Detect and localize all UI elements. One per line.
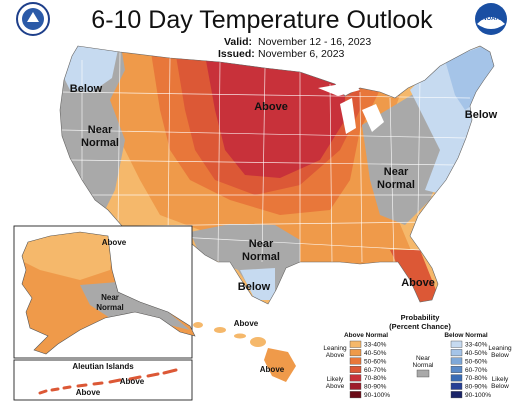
legend-above-level-3: 60-70%: [364, 367, 387, 374]
legend-above-swatch-1: [349, 349, 362, 357]
noaa-logo-text: NOAA: [482, 16, 500, 22]
near-normal-east: [362, 90, 445, 225]
maui: [250, 337, 266, 347]
label-alaska-near-normal-1: Near: [101, 293, 119, 302]
legend-below-swatch-5: [450, 382, 463, 390]
label-aleutian-above-2: Above: [76, 388, 101, 397]
legend-below-level-0: 33-40%: [465, 342, 488, 349]
state-borders: [60, 51, 471, 263]
legend-above-swatch-2: [349, 357, 362, 365]
legend-above-rows: 33-40%40-50%50-60% 60-70%70-80% 80-90%90-1…: [349, 340, 390, 399]
legend-above-swatch-4: [349, 374, 362, 382]
legend-likely-below-2: Below: [491, 383, 509, 390]
aleutian-islands: [38, 368, 178, 395]
big-island: [264, 348, 296, 382]
legend-near-normal-swatch: [416, 369, 430, 378]
label-near-normal-west-2: Normal: [81, 137, 119, 149]
label-hawaii-above-2: Above: [260, 365, 285, 374]
legend-above-swatch-3: [349, 366, 362, 373]
oahu: [214, 327, 226, 333]
legend-below-swatch-6: [450, 391, 463, 399]
legend: Probability (Percent Chance) Above Norma…: [323, 313, 512, 399]
label-above-main: Above: [254, 101, 288, 113]
legend-title-2: (Percent Chance): [389, 322, 451, 331]
legend-leaning-above-1: Leaning: [323, 345, 347, 352]
below-south-texas: [240, 268, 275, 300]
label-alaska-above: Above: [102, 238, 127, 247]
label-above-florida: Above: [401, 277, 435, 289]
legend-likely-above-2: Above: [326, 383, 345, 390]
label-near-normal-south-1: Near: [249, 238, 274, 250]
label-near-normal-west-1: Near: [88, 124, 113, 136]
legend-likely-above-1: Likely: [327, 376, 344, 383]
legend-above-head: Above Normal: [344, 332, 388, 339]
legend-above-level-2: 50-60%: [364, 358, 387, 365]
near-normal-west: [60, 46, 125, 230]
legend-near-normal-1: Near: [416, 355, 431, 362]
molokai: [234, 333, 246, 339]
legend-above-swatch-5: [349, 382, 362, 390]
kauai: [193, 322, 203, 328]
below-northwest: [60, 46, 120, 92]
label-aleutian-title: Aleutian Islands: [72, 362, 134, 371]
legend-below-swatch-2: [450, 357, 463, 365]
above-70-zone: [205, 55, 345, 178]
map-title: 6-10 Day Temperature Outlook: [91, 6, 433, 34]
issued-date: November 6, 2023: [258, 48, 345, 60]
valid-label: Valid:: [224, 36, 252, 48]
legend-below-level-1: 40-50%: [465, 350, 488, 357]
legend-below-level-3: 60-70%: [465, 367, 488, 374]
label-below-texas: Below: [238, 281, 271, 293]
legend-below-head: Below Normal: [444, 332, 488, 339]
legend-above-level-4: 70-80%: [364, 375, 387, 382]
alaska-near-normal: [80, 282, 190, 330]
legend-above-level-5: 80-90%: [364, 384, 387, 391]
noaa-logo-icon: NOAA: [475, 3, 507, 35]
label-alaska-near-normal-2: Normal: [96, 303, 124, 312]
legend-below-swatch-3: [450, 366, 463, 373]
label-aleutian-above-1: Above: [120, 377, 145, 386]
valid-dates: November 12 - 16, 2023: [258, 36, 371, 48]
legend-above-swatch-0: [349, 340, 362, 348]
legend-below-swatch-0: [450, 340, 463, 348]
legend-near-normal-2: Normal: [413, 362, 435, 369]
legend-below-level-4: 70-80%: [465, 375, 488, 382]
legend-likely-below-1: Likely: [492, 376, 509, 383]
legend-below-level-2: 50-60%: [465, 358, 488, 365]
legend-above-swatch-6: [349, 391, 362, 399]
label-hawaii-above-1: Above: [234, 319, 259, 328]
alaska-above-north: [22, 232, 115, 280]
label-near-normal-south-2: Normal: [242, 251, 280, 263]
legend-above-level-6: 90-100%: [364, 392, 390, 399]
legend-title-1: Probability: [401, 313, 441, 322]
legend-above-level-1: 40-50%: [364, 350, 387, 357]
alaska-outline: [21, 231, 196, 355]
legend-below-swatch-4: [450, 374, 463, 382]
legend-leaning-below-1: Leaning: [488, 345, 512, 352]
label-below-northeast: Below: [465, 109, 498, 121]
issued-label: Issued:: [218, 48, 255, 60]
legend-below-swatch-1: [450, 349, 463, 357]
hawaii-islands: [193, 322, 296, 382]
legend-leaning-below-2: Below: [491, 352, 509, 359]
legend-leaning-above-2: Above: [326, 352, 345, 359]
label-near-normal-east-2: Normal: [377, 179, 415, 191]
legend-below-level-5: 80-90%: [465, 384, 488, 391]
legend-above-level-0: 33-40%: [364, 342, 387, 349]
above-fl-zone: [390, 250, 440, 302]
legend-below-level-6: 90-100%: [465, 392, 491, 399]
legend-below-rows: 33-40%40-50%50-60% 60-70%70-80% 80-90%90-1…: [450, 340, 491, 399]
aleutian-chain: [38, 368, 178, 395]
great-lakes: [318, 82, 384, 134]
label-near-normal-east-1: Near: [384, 166, 409, 178]
doc-seal-icon: [16, 2, 50, 36]
label-below-northwest: Below: [70, 83, 103, 95]
